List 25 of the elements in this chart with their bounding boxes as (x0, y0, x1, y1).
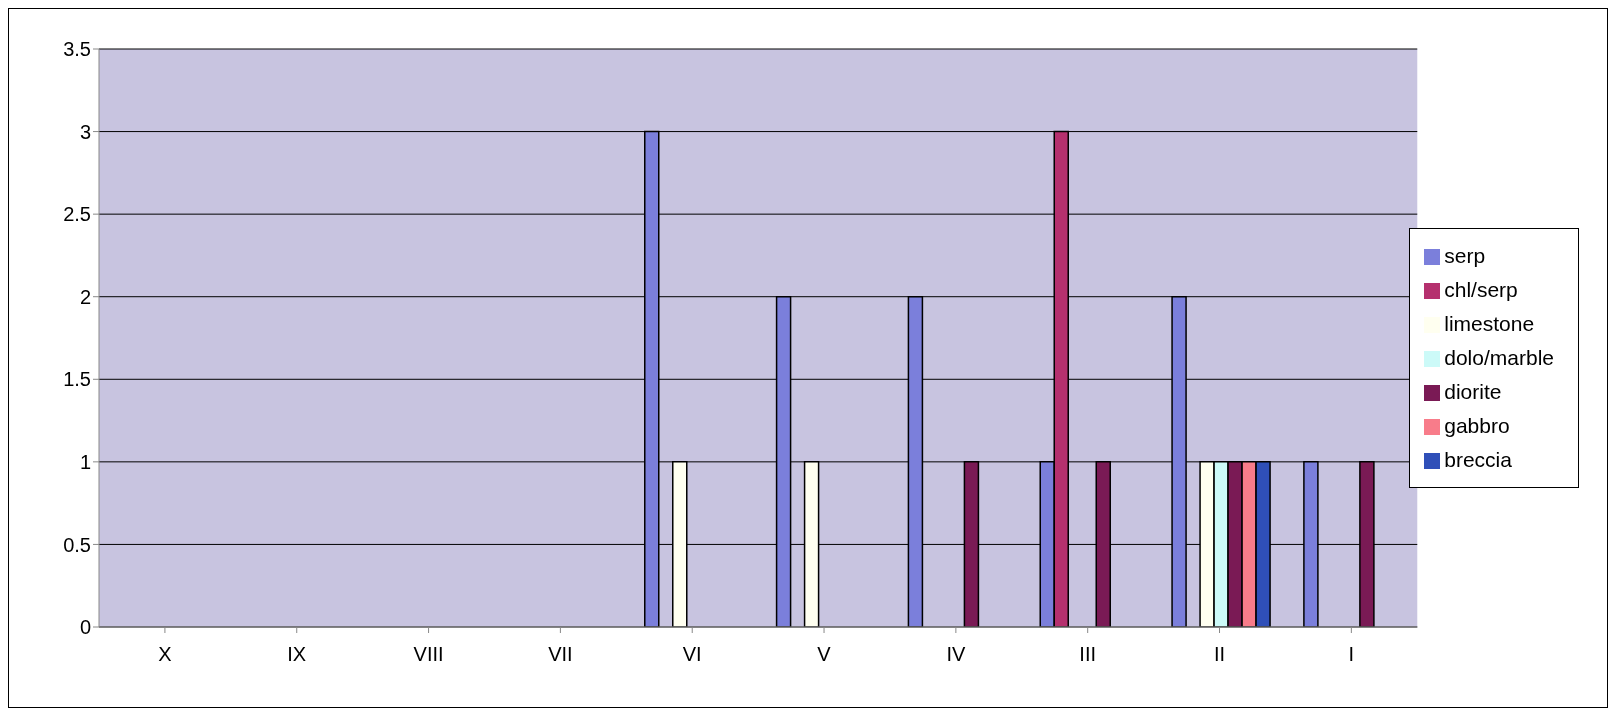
x-tick-label: II (1213, 643, 1226, 666)
y-tick-label: 1 (79, 450, 91, 473)
y-tick-label: 2.5 (63, 203, 91, 226)
x-tick-label: V (817, 643, 832, 666)
y-tick-label: 1.5 (63, 368, 91, 391)
x-tick-label: IX (287, 643, 307, 666)
y-tick-label: 0.5 (63, 533, 91, 556)
x-tick-label: VIII (413, 643, 444, 666)
legend-label: breccia (1444, 448, 1512, 471)
legend-label: serp (1444, 244, 1486, 267)
legend-label: dolo/marble (1444, 346, 1554, 369)
x-tick-label: III (1079, 643, 1097, 666)
y-tick-label: 3.5 (63, 38, 91, 61)
x-tick-label: I (1348, 643, 1355, 666)
legend-label: diorite (1444, 380, 1502, 403)
legend-label: chl/serp (1444, 278, 1518, 301)
legend-label: gabbro (1444, 414, 1510, 437)
x-tick-label: IV (946, 643, 966, 666)
y-tick-label: 2 (79, 285, 91, 308)
x-tick-label: VI (682, 643, 702, 666)
y-tick-label: 3 (79, 120, 91, 143)
x-tick-label: VII (548, 643, 573, 666)
x-tick-label: X (158, 643, 172, 666)
y-tick-label: 0 (79, 616, 91, 639)
legend-label: limestone (1444, 312, 1535, 335)
